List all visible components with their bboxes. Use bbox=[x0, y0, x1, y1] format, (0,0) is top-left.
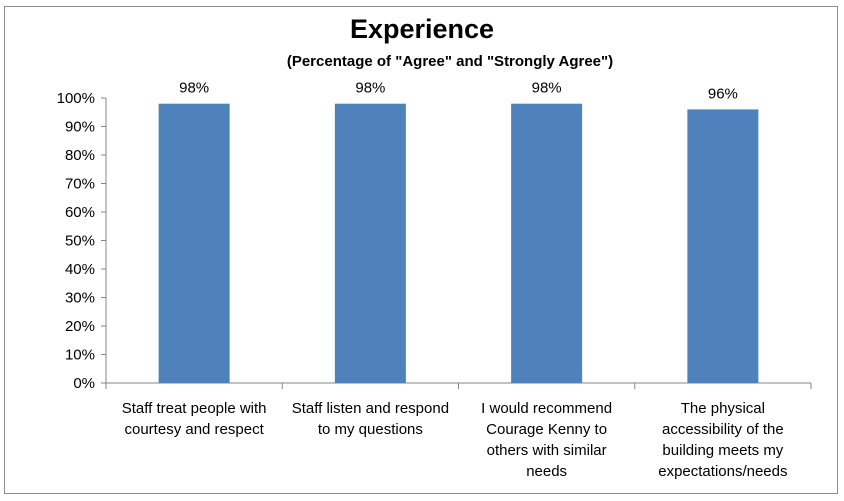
bar bbox=[687, 109, 759, 384]
data-label: 98% bbox=[532, 80, 562, 97]
category-label: I would recommend Courage Kenny to others … bbox=[481, 400, 612, 480]
y-tick-label: 50% bbox=[65, 233, 95, 250]
category-label: The physical accessibility of the building… bbox=[658, 400, 787, 480]
bar bbox=[158, 103, 230, 383]
y-tick-label: 60% bbox=[65, 204, 95, 221]
y-tick-label: 100% bbox=[57, 90, 95, 107]
bar bbox=[334, 103, 406, 383]
y-tick-label: 80% bbox=[65, 147, 95, 164]
y-tick-label: 90% bbox=[65, 119, 95, 136]
y-tick-label: 10% bbox=[65, 347, 95, 364]
y-tick-label: 20% bbox=[65, 318, 95, 335]
y-tick-label: 0% bbox=[73, 375, 95, 392]
chart-subtitle: (Percentage of "Agree" and "Strongly Agr… bbox=[286, 53, 614, 70]
data-label: 98% bbox=[355, 80, 385, 97]
y-tick-label: 70% bbox=[65, 176, 95, 193]
category-label: Staff listen and respond to my questions bbox=[292, 400, 449, 438]
data-label: 96% bbox=[708, 85, 738, 102]
bar bbox=[511, 103, 583, 383]
chart-title: Experience bbox=[349, 14, 495, 44]
y-tick-label: 40% bbox=[65, 261, 95, 278]
y-tick-label: 30% bbox=[65, 290, 95, 307]
category-label: Staff treat people with courtesy and resp… bbox=[122, 400, 267, 438]
data-label: 98% bbox=[179, 80, 209, 97]
